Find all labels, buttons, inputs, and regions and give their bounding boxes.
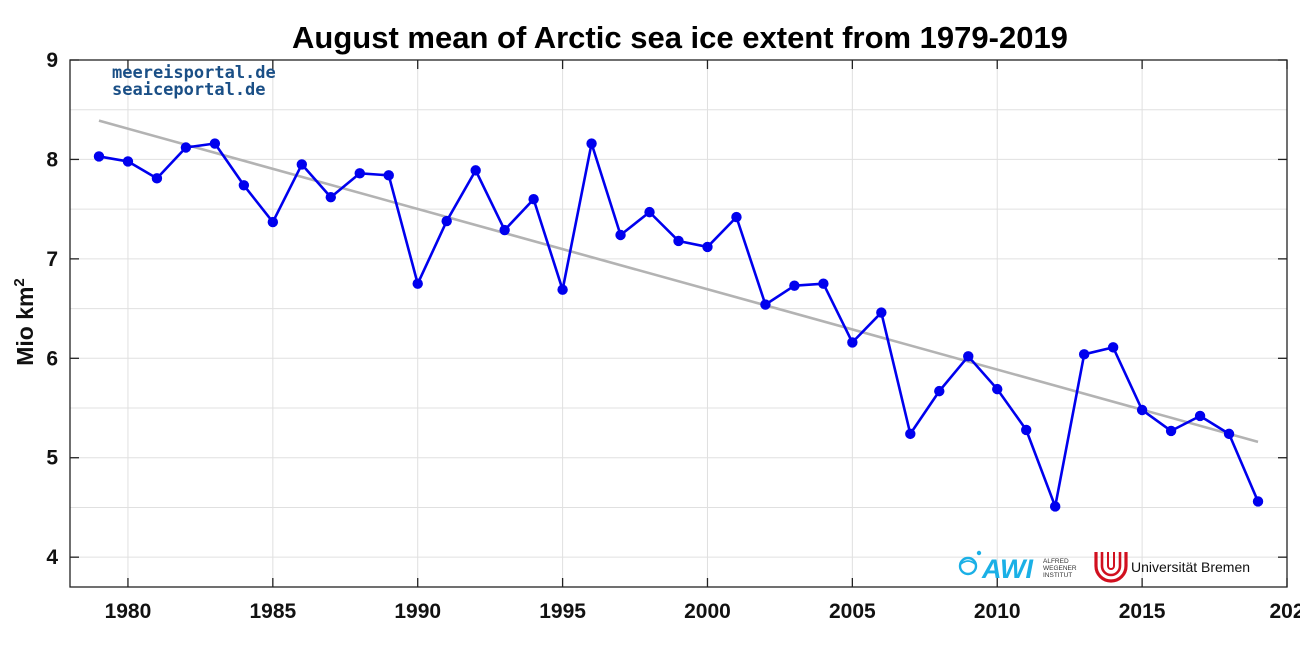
uni-bremen-emblem-icon <box>1094 552 1128 583</box>
data-point <box>615 229 626 241</box>
data-point <box>702 241 713 253</box>
x-tick-label: 2000 <box>684 600 731 623</box>
uni-bremen-text: Universität Bremen <box>1131 559 1250 575</box>
data-point <box>1078 349 1090 360</box>
data-point <box>1252 496 1264 507</box>
data-point <box>354 168 365 179</box>
awi-name-line2: WEGENER <box>1043 565 1077 572</box>
data-point <box>1107 342 1119 353</box>
data-point <box>1136 404 1148 416</box>
x-tick-label: 2015 <box>1119 600 1166 623</box>
x-tick-label: 1985 <box>249 600 296 623</box>
data-point <box>470 165 481 176</box>
y-tick-label: 6 <box>46 347 58 370</box>
awi-logo-text: AWI <box>981 554 1033 584</box>
data-point <box>818 278 829 289</box>
x-tick-label: 202 <box>1269 600 1300 623</box>
data-point <box>122 156 134 167</box>
awi-logo: AWI ALFRED WEGENER INSTITUT <box>958 550 1077 584</box>
data-point <box>760 299 771 310</box>
awi-name-line1: ALFRED <box>1043 558 1069 565</box>
watermark-seaiceportal: seaiceportal.de <box>112 80 266 100</box>
trend-line-group <box>98 119 1259 444</box>
y-axis-label: Mio km2 <box>11 278 38 366</box>
y-tick-label: 9 <box>46 49 58 72</box>
data-point <box>528 194 539 205</box>
x-tick-label: 2010 <box>974 600 1021 623</box>
data-point <box>441 215 452 227</box>
data-point <box>1165 425 1177 437</box>
x-tick-label: 2005 <box>829 600 876 623</box>
x-tick-label: 1995 <box>539 600 586 623</box>
trend-line <box>98 119 1259 444</box>
data-point <box>1194 410 1206 422</box>
grid-lines <box>70 60 1287 587</box>
data-point <box>412 278 423 289</box>
y-tick-label: 5 <box>46 447 58 470</box>
data-point <box>934 385 945 397</box>
data-point <box>180 142 192 153</box>
watermark-meereisportal: meereisportal.de <box>112 63 276 83</box>
y-axis-label-text: Mio km <box>12 287 38 366</box>
y-tick-label: 8 <box>46 148 58 171</box>
data-point <box>905 428 916 440</box>
awi-globe-icon <box>958 550 982 576</box>
x-tick-label: 1990 <box>394 600 441 623</box>
chart-title: August mean of Arctic sea ice extent fro… <box>292 20 1068 55</box>
data-point <box>789 280 800 291</box>
data-point <box>325 192 336 203</box>
x-tick-label: 1980 <box>105 600 152 623</box>
data-point <box>992 383 1003 395</box>
data-point <box>644 206 655 218</box>
data-point <box>93 151 105 162</box>
data-point <box>586 138 597 149</box>
data-point <box>847 337 858 348</box>
data-point <box>383 170 394 181</box>
data-point <box>876 307 887 318</box>
axis-ticks: 1980 1985 1990 1995 2000 2005 2010 2015 202 4 5 6 7 8… <box>46 49 1300 623</box>
data-point <box>151 173 163 184</box>
data-point <box>963 351 974 362</box>
data-point <box>673 235 684 247</box>
y-tick-label: 7 <box>46 248 58 271</box>
data-point <box>1021 424 1032 436</box>
data-point <box>296 159 308 170</box>
data-point <box>499 224 510 236</box>
data-point <box>209 138 221 149</box>
plot-frame <box>69 59 1288 588</box>
y-axis-label-superscript: 2 <box>11 278 28 286</box>
uni-bremen-logo: Universität Bremen <box>1094 552 1250 583</box>
y-tick-label: 4 <box>46 546 58 569</box>
series-group <box>93 138 1264 512</box>
data-point <box>557 284 568 295</box>
data-point <box>731 211 742 223</box>
awi-name-line3: INSTITUT <box>1043 572 1072 579</box>
data-point <box>1223 428 1235 440</box>
data-point <box>1049 501 1061 512</box>
data-point <box>238 180 250 191</box>
data-point <box>267 216 279 228</box>
